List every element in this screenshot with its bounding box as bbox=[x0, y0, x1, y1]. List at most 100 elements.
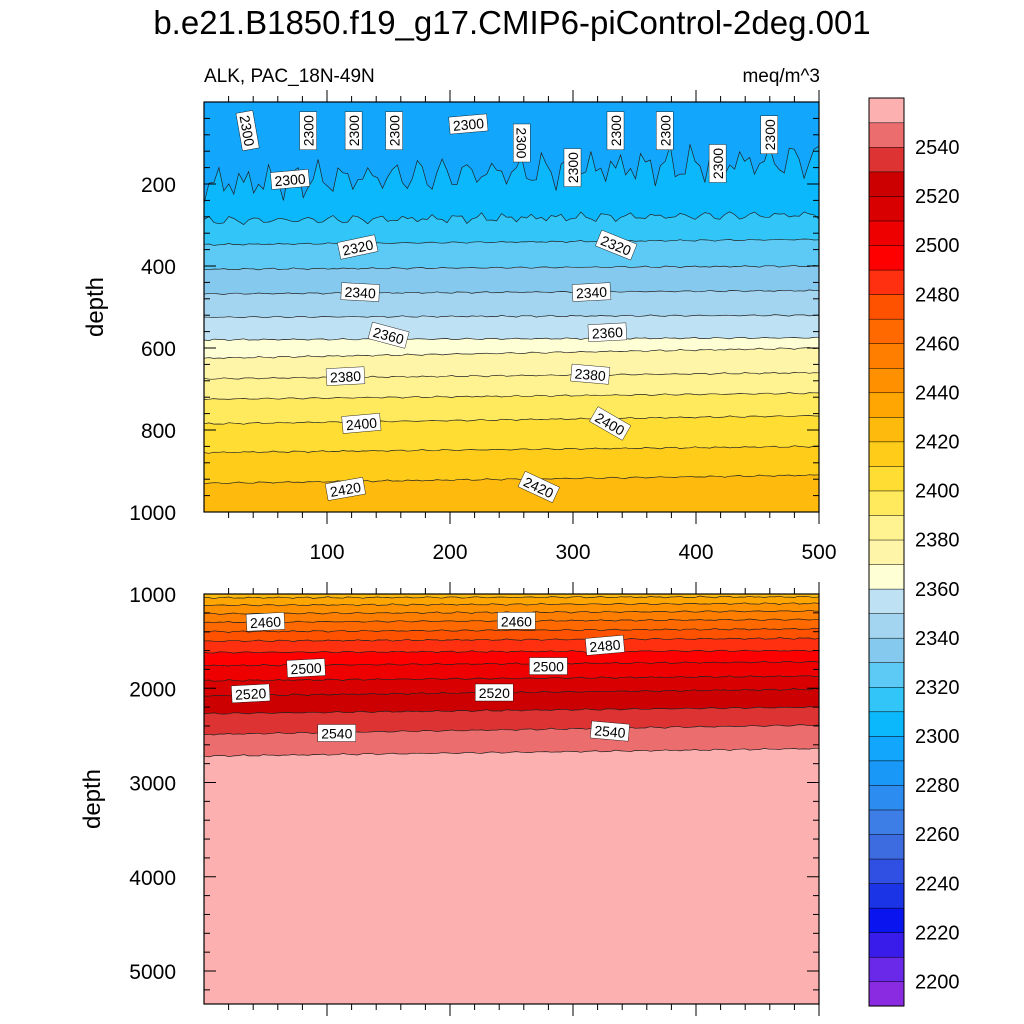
xtick-label: 400 bbox=[678, 541, 713, 564]
contour-label-box bbox=[337, 234, 379, 260]
contour-label-text: 2300 bbox=[657, 115, 673, 146]
colorbar-bin bbox=[868, 883, 905, 909]
colorbar-bin bbox=[868, 195, 905, 222]
colorbar-bin bbox=[868, 171, 905, 197]
contour-label-box bbox=[475, 683, 514, 702]
upper-contour-2400 bbox=[204, 415, 819, 425]
lower-axes: 1000 2000 3000 4000 5000 bbox=[129, 582, 820, 1016]
colorbar-bin bbox=[868, 858, 905, 884]
upper-contour-label-6: 2300 bbox=[513, 123, 531, 163]
colorbar-label: 2220 bbox=[915, 922, 960, 944]
xtick-label: 100 bbox=[309, 541, 344, 564]
contour-label-text: 2360 bbox=[371, 324, 405, 348]
colorbar-bin bbox=[868, 809, 905, 835]
contour-label-text: 2320 bbox=[341, 236, 375, 258]
colorbar-label: 2300 bbox=[915, 726, 960, 748]
ytick-label: 800 bbox=[141, 420, 176, 443]
contour-label-box bbox=[245, 612, 286, 632]
contour-label-box bbox=[563, 148, 582, 187]
upper-contour-2410 bbox=[204, 445, 819, 454]
colorbar-bin bbox=[868, 441, 905, 467]
colorbar-bin bbox=[868, 392, 905, 418]
contour-label-text: 2340 bbox=[576, 284, 608, 302]
upper-contour-label-22: 2420 bbox=[324, 477, 366, 501]
contour-label-text: 2480 bbox=[589, 636, 622, 655]
contour-label-box bbox=[517, 470, 560, 503]
upper-contour-label-10: 2300 bbox=[708, 144, 727, 183]
colorbar-bin bbox=[868, 784, 905, 811]
upper-contour-label-1: 2300 bbox=[299, 111, 317, 150]
contour-label-box bbox=[325, 366, 366, 386]
contour-label-text: 2540 bbox=[594, 722, 627, 741]
upper-contours bbox=[204, 144, 819, 485]
colorbar-bin bbox=[868, 686, 905, 713]
contour-label-box bbox=[299, 111, 317, 150]
colorbar-bin bbox=[868, 981, 905, 1007]
contour-label-box bbox=[590, 720, 630, 742]
upper-contour-label-20: 2400 bbox=[341, 413, 382, 434]
contour-label-text: 2300 bbox=[346, 115, 362, 146]
contour-label-box bbox=[235, 110, 260, 152]
upper-contour-label-18: 2380 bbox=[325, 366, 366, 386]
subtitle-left: ALK, PAC_18N-49N bbox=[204, 66, 375, 87]
contour-label-box bbox=[231, 683, 271, 704]
contour-label-text: 2300 bbox=[301, 115, 317, 146]
lower-contours bbox=[204, 595, 819, 758]
contour-label-box bbox=[571, 282, 612, 302]
colorbar-label: 2500 bbox=[915, 235, 960, 257]
colorbar-label: 2480 bbox=[915, 284, 960, 306]
colorbar-bin bbox=[868, 97, 905, 124]
colorbar-label: 2440 bbox=[915, 383, 960, 405]
colorbar-label: 2320 bbox=[915, 677, 960, 699]
lower-contour-2490 bbox=[204, 649, 819, 654]
colorbar-bin bbox=[868, 343, 905, 369]
contour-label-text: 2420 bbox=[329, 479, 363, 500]
colorbar: 2200 2220 2240 2260 2280 2300 2320 2340 2360 2380… bbox=[868, 97, 960, 1007]
contour-label-box bbox=[656, 111, 674, 150]
colorbar-bin bbox=[868, 662, 905, 688]
ytick-label: 200 bbox=[141, 174, 176, 197]
upper-axes: 200 400 600 800 1000 100 200 300 400 500 bbox=[129, 90, 837, 564]
upper-contour-label-4: 2300 bbox=[270, 169, 310, 190]
colorbar-label: 2340 bbox=[915, 628, 960, 650]
contour-label-text: 2520 bbox=[479, 685, 510, 701]
colorbar-bin bbox=[868, 613, 905, 639]
upper-contour-2390 bbox=[204, 392, 819, 400]
ytick-label: 4000 bbox=[129, 867, 176, 890]
upper-ylabel: depth bbox=[82, 277, 109, 337]
contour-label-box bbox=[448, 113, 489, 135]
contour-label-text: 2300 bbox=[565, 152, 581, 183]
upper-fills bbox=[204, 102, 819, 512]
colorbar-bin bbox=[868, 588, 905, 614]
lower-contour-label-3: 2500 bbox=[286, 658, 326, 678]
colorbar-bin bbox=[868, 465, 905, 492]
upper-contour-2310 bbox=[204, 211, 819, 226]
lower-contour-2540 bbox=[204, 724, 819, 736]
ytick-label: 2000 bbox=[129, 678, 176, 701]
xtick-label: 300 bbox=[555, 541, 590, 564]
colorbar-bin bbox=[868, 146, 905, 173]
colorbar-bin bbox=[868, 122, 905, 148]
contour-label-box bbox=[606, 111, 625, 150]
lower-fills bbox=[204, 594, 819, 1004]
colorbar-label: 2380 bbox=[915, 530, 960, 552]
contour-label-box bbox=[341, 413, 382, 434]
contour-label-text: 2300 bbox=[710, 148, 726, 179]
colorbar-bin bbox=[868, 318, 905, 344]
colorbar-bin bbox=[868, 564, 905, 590]
lower-contour-2470 bbox=[204, 627, 819, 633]
colorbar-bin bbox=[868, 539, 905, 565]
contour-label-box bbox=[367, 321, 410, 349]
contour-label-box bbox=[497, 612, 536, 630]
contour-label-box bbox=[570, 363, 611, 385]
contour-label-text: 2460 bbox=[501, 613, 532, 629]
lower-contour-label-0: 2460 bbox=[245, 612, 286, 632]
upper-contour-label-11: 2300 bbox=[760, 115, 778, 155]
contour-label-text: 2300 bbox=[237, 114, 258, 148]
upper-contour-2420 bbox=[204, 474, 819, 485]
upper-contour-label-19: 2380 bbox=[570, 363, 611, 385]
colorbar-bin bbox=[868, 833, 905, 860]
upper-contour-label-15: 2340 bbox=[571, 282, 612, 302]
upper-contour-label-17: 2360 bbox=[587, 322, 628, 342]
colorbar-bin bbox=[868, 269, 905, 295]
